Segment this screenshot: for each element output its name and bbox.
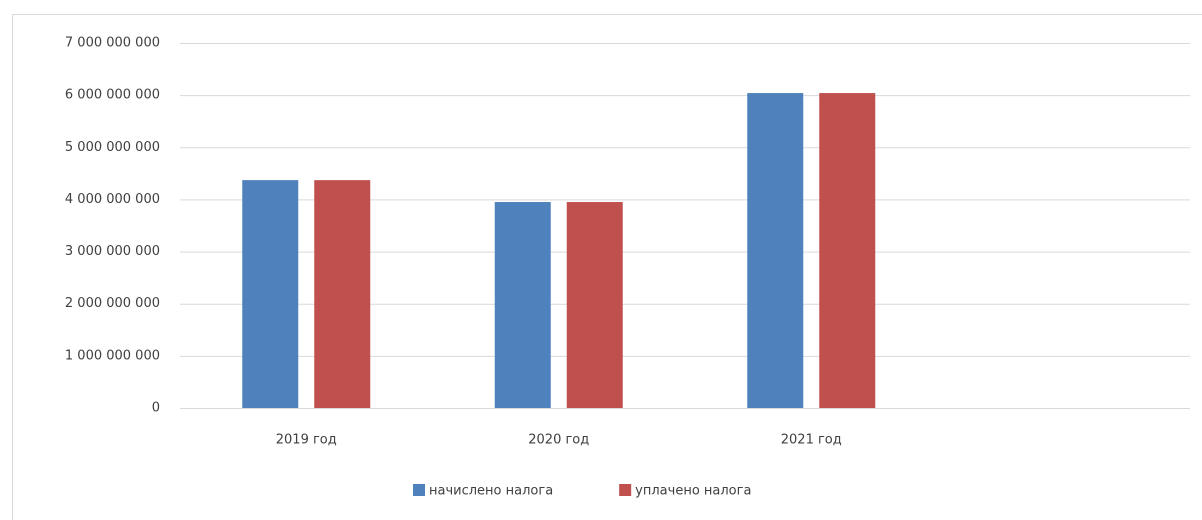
legend-label: уплачено налога [635,484,751,499]
y-tick-label: 3 000 000 000 [65,244,160,259]
y-tick-label: 4 000 000 000 [65,192,160,207]
y-tick-label: 1 000 000 000 [65,348,160,363]
legend-swatch [413,484,425,496]
bar [242,180,299,408]
bar [819,93,876,409]
y-tick-label: 5 000 000 000 [65,140,160,155]
bar [566,202,623,408]
x-tick-label: 2021 год [781,433,842,448]
bar [314,180,371,408]
x-tick-label: 2019 год [276,433,337,448]
x-tick-label: 2020 год [528,433,589,448]
y-tick-label: 2 000 000 000 [65,296,160,311]
y-tick-label: 6 000 000 000 [65,88,160,103]
y-tick-label: 0 [152,401,160,416]
bar [494,202,551,408]
bar [747,93,804,409]
y-tick-label: 7 000 000 000 [65,36,160,51]
legend-label: начислено налога [429,484,553,499]
legend-swatch [619,484,632,496]
